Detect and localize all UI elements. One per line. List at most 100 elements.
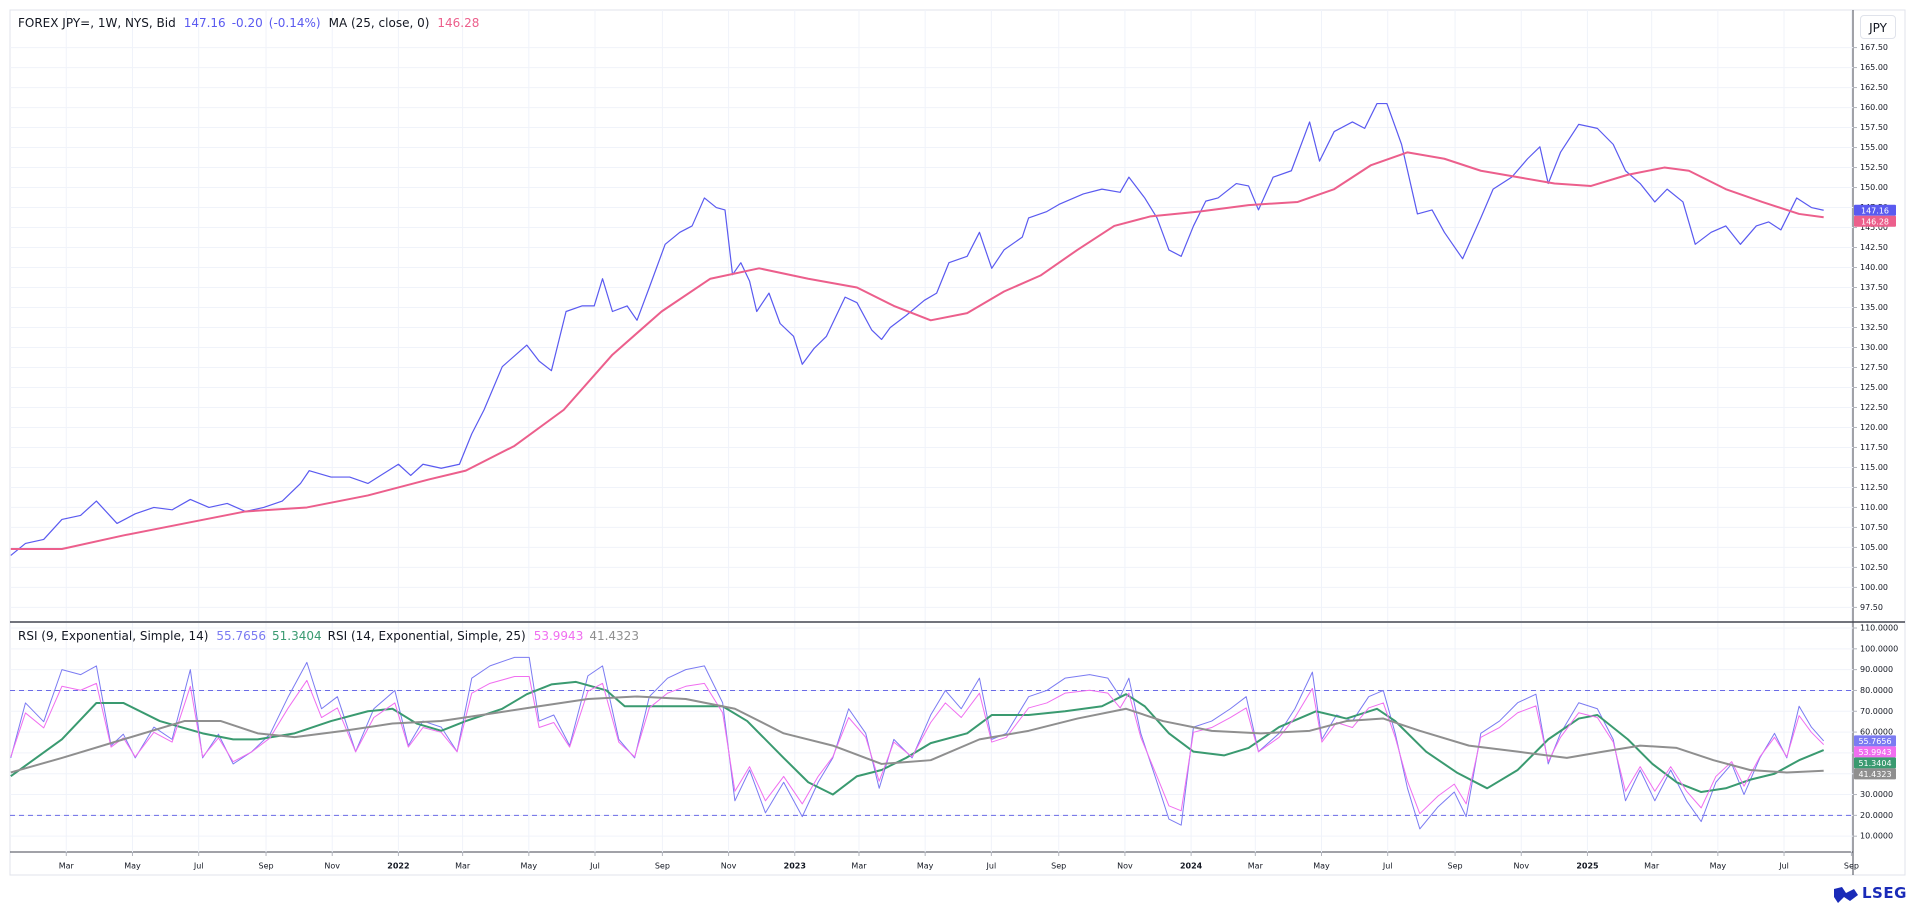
legend-value: 53.9943: [533, 629, 584, 643]
x-tick-label: Jul: [589, 862, 600, 871]
y-tick-label: 142.50: [1860, 243, 1888, 252]
y-tick-label: 70.0000: [1860, 707, 1893, 716]
y-tick-label: 130.00: [1860, 343, 1888, 352]
y-tick-label: 152.50: [1860, 163, 1888, 172]
x-tick-label: Mar: [1248, 862, 1264, 871]
y-tick-label: 145.00: [1860, 223, 1888, 232]
y-tick-label: 122.50: [1860, 403, 1888, 412]
x-tick-label: Jul: [986, 862, 997, 871]
y-tick-label: 30.0000: [1860, 790, 1893, 799]
logo-shape: [1834, 887, 1858, 903]
value-badge: [1854, 215, 1896, 227]
value-badge-label: 41.4323: [1858, 770, 1891, 779]
y-tick-label: 132.50: [1860, 323, 1888, 332]
x-tick-label: 2024: [1180, 862, 1203, 871]
y-tick-label: 105.00: [1860, 543, 1888, 552]
legend-name: RSI (9, Exponential, Simple, 14): [18, 629, 209, 643]
logo-icon: [1834, 887, 1858, 903]
legend-value: 41.4323: [589, 629, 639, 643]
y-tick-label: 110.00: [1860, 503, 1888, 512]
x-tick-label: Sep: [1844, 862, 1859, 871]
x-tick-label: 2022: [387, 862, 409, 871]
value-badge-label: 147.16: [1861, 206, 1889, 215]
x-tick-label: Nov: [324, 862, 340, 871]
currency-label[interactable]: JPY: [1860, 15, 1896, 39]
y-tick-label: 150.00: [1860, 183, 1888, 192]
y-tick-label: 162.50: [1860, 83, 1888, 92]
x-tick-label: Mar: [851, 862, 867, 871]
x-tick-label: Sep: [258, 862, 273, 871]
value-badge: [1854, 768, 1896, 780]
x-tick-label: Nov: [1117, 862, 1133, 871]
y-tick-label: 80.0000: [1860, 686, 1893, 695]
value-badge: [1854, 757, 1896, 769]
x-tick-label: Jul: [1382, 862, 1393, 871]
y-tick-label: 115.00: [1860, 463, 1888, 472]
value-badge-label: 55.7656: [1858, 737, 1891, 746]
x-tick-label: 2023: [784, 862, 806, 871]
value-badge: [1854, 204, 1896, 216]
y-tick-label: 10.0000: [1860, 832, 1893, 841]
x-tick-label: May: [1313, 862, 1330, 871]
value-badge-label: 146.28: [1861, 217, 1889, 226]
y-tick-label: 90.0000: [1860, 665, 1893, 674]
legend-value: 147.16: [183, 16, 226, 30]
legend-name: FOREX JPY=, 1W, NYS, Bid: [18, 16, 176, 30]
y-tick-label: 157.50: [1860, 123, 1888, 132]
x-tick-label: Mar: [455, 862, 471, 871]
series-line: [10, 676, 1825, 815]
legend-change-percent: (-0.14%): [268, 16, 321, 30]
value-badge: [1854, 746, 1896, 758]
value-badge-label: 51.3404: [1858, 759, 1891, 768]
x-tick-label: May: [124, 862, 141, 871]
x-tick-label: Jul: [1778, 862, 1789, 871]
x-tick-label: 2025: [1576, 862, 1599, 871]
x-tick-label: May: [1710, 862, 1727, 871]
legend-name: MA (25, close, 0): [328, 16, 430, 30]
y-tick-label: 167.50: [1860, 43, 1888, 52]
series-line: [10, 656, 1825, 830]
y-tick-label: 97.50: [1860, 603, 1883, 612]
frame: [9, 9, 1906, 876]
x-tick-label: May: [521, 862, 538, 871]
legend-name: RSI (14, Exponential, Simple, 25): [327, 629, 526, 643]
y-tick-label: 60.0000: [1860, 728, 1893, 737]
y-tick-label: 100.0000: [1860, 644, 1898, 653]
series-line: [10, 102, 1824, 556]
legend-change: -0.20: [231, 16, 263, 30]
y-tick-label: 117.50: [1860, 443, 1888, 452]
x-tick-label: Jul: [193, 862, 204, 871]
x-tick-label: Mar: [1644, 862, 1660, 871]
x-tick-label: Mar: [59, 862, 75, 871]
data-layer: [10, 102, 1825, 830]
y-tick-label: 20.0000: [1860, 811, 1893, 820]
y-tick-label: 110.0000: [1860, 623, 1898, 632]
y-tick-label: 165.00: [1860, 63, 1888, 72]
value-badge-label: 53.9943: [1858, 748, 1891, 757]
y-tick-label: 127.50: [1860, 363, 1888, 372]
y-tick-label: 140.00: [1860, 263, 1888, 272]
x-tick-label: Nov: [1513, 862, 1529, 871]
x-tick-label: Nov: [721, 862, 737, 871]
y-tick-label: 125.00: [1860, 383, 1888, 392]
series-line: [10, 695, 1824, 774]
series-line: [10, 680, 1825, 796]
value-badge: [1854, 735, 1896, 747]
y-tick-label: 112.50: [1860, 483, 1888, 492]
y-tick-label: 137.50: [1860, 283, 1888, 292]
legend-value: 146.28: [437, 16, 480, 30]
grid-layer: [10, 10, 1853, 852]
x-tick-label: Sep: [655, 862, 670, 871]
legend: FOREX JPY=, 1W, NYS, Bid 147.16 -0.20 (-0.1…: [18, 16, 485, 30]
y-tick-label: 155.00: [1860, 143, 1888, 152]
legend-value: 55.7656: [216, 629, 267, 643]
y-tick-label: 160.00: [1860, 103, 1888, 112]
y-tick-label: 120.00: [1860, 423, 1888, 432]
x-tick-label: May: [917, 862, 934, 871]
y-tick-label: 100.00: [1860, 583, 1888, 592]
y-tick-label: 102.50: [1860, 563, 1888, 572]
y-tick-label: 107.50: [1860, 523, 1888, 532]
y-tick-label: 135.00: [1860, 303, 1888, 312]
